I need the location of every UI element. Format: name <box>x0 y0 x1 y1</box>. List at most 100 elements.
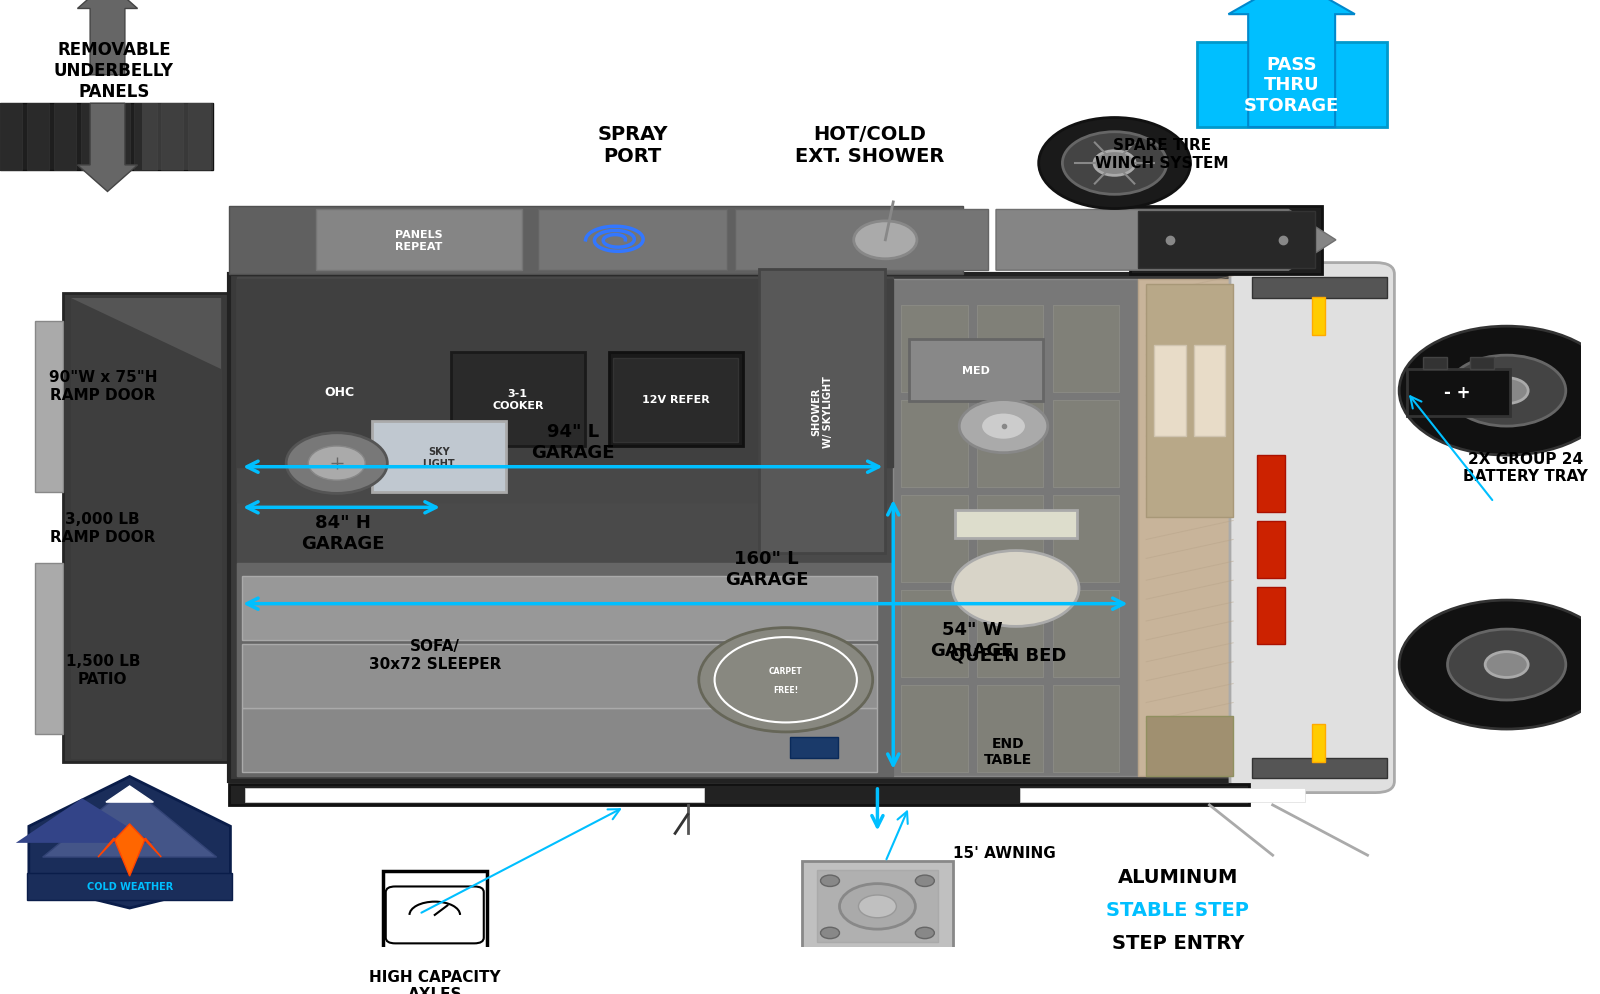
Bar <box>237 279 893 467</box>
Bar <box>1258 522 1285 579</box>
Bar <box>734 211 989 271</box>
Bar <box>70 298 221 757</box>
Bar <box>189 104 210 171</box>
Text: 12V TANK MOUNTED HEATING PADS: 12V TANK MOUNTED HEATING PADS <box>80 920 179 925</box>
Text: PASS
THRU
STORAGE: PASS THRU STORAGE <box>1243 56 1339 115</box>
Bar <box>35 564 64 735</box>
Text: OHC: OHC <box>325 386 355 399</box>
Bar <box>978 401 1043 488</box>
Bar <box>613 359 738 442</box>
Bar <box>978 685 1043 772</box>
Bar <box>245 788 704 802</box>
Circle shape <box>821 875 840 887</box>
Text: SHOWER
W/ SKYLIGHT: SHOWER W/ SKYLIGHT <box>811 376 834 447</box>
Bar <box>758 270 885 554</box>
Text: HOT/COLD
EXT. SHOWER: HOT/COLD EXT. SHOWER <box>795 124 944 165</box>
Bar <box>790 737 838 757</box>
Bar <box>978 590 1043 677</box>
Bar <box>1422 358 1446 369</box>
Text: 2X GROUP 24
BATTERY TRAY: 2X GROUP 24 BATTERY TRAY <box>1462 451 1589 483</box>
FancyBboxPatch shape <box>1230 263 1395 793</box>
Circle shape <box>952 551 1078 627</box>
Text: FREE!: FREE! <box>773 685 798 694</box>
FancyArrow shape <box>77 104 138 192</box>
Text: - +: - + <box>1445 384 1470 402</box>
Bar <box>237 564 893 776</box>
Bar <box>0 104 213 171</box>
Bar <box>893 279 1138 776</box>
Circle shape <box>699 628 872 733</box>
Bar <box>64 293 229 762</box>
Bar <box>1258 456 1285 513</box>
Bar <box>142 104 213 171</box>
Bar <box>134 104 157 171</box>
Bar <box>229 274 1250 781</box>
Bar <box>1312 297 1325 336</box>
Bar <box>901 495 968 582</box>
Text: R38 THERMAFOIL LINING: R38 THERMAFOIL LINING <box>94 930 165 935</box>
Text: 12V REFER: 12V REFER <box>642 395 710 405</box>
Text: QUEEN BED: QUEEN BED <box>950 646 1066 664</box>
Text: 94" L
GARAGE: 94" L GARAGE <box>531 422 614 461</box>
Circle shape <box>286 433 387 494</box>
Circle shape <box>821 927 840 938</box>
Bar <box>1138 279 1242 776</box>
Polygon shape <box>106 786 154 802</box>
Bar <box>317 211 522 271</box>
Bar <box>229 207 963 274</box>
Text: END
TABLE: END TABLE <box>984 736 1032 766</box>
Bar <box>608 352 742 447</box>
Bar <box>1146 716 1234 776</box>
Bar <box>901 401 968 488</box>
Circle shape <box>854 222 917 259</box>
Polygon shape <box>98 824 162 876</box>
Bar <box>955 510 1077 538</box>
Text: CARPET: CARPET <box>770 666 803 675</box>
FancyArrow shape <box>77 0 138 76</box>
Circle shape <box>1038 118 1190 210</box>
Bar <box>54 104 75 171</box>
Text: ACCESSIBLY ENCLOSED UNDERBELLY: ACCESSIBLY ENCLOSED UNDERBELLY <box>80 910 179 914</box>
Bar <box>80 104 102 171</box>
Bar <box>538 211 728 271</box>
Text: SOFA/
30x72 SLEEPER: SOFA/ 30x72 SLEEPER <box>368 638 501 671</box>
Text: 84" H
GARAGE: 84" H GARAGE <box>301 514 386 553</box>
Bar <box>1258 587 1285 645</box>
Bar <box>1197 43 1387 128</box>
Text: 15' AWNING: 15' AWNING <box>952 845 1056 860</box>
Text: STEP ENTRY: STEP ENTRY <box>1112 933 1245 952</box>
Circle shape <box>1094 151 1134 176</box>
Bar <box>1019 788 1306 802</box>
Text: MED: MED <box>962 366 990 376</box>
Circle shape <box>1485 652 1528 678</box>
Bar <box>229 784 1250 805</box>
Bar <box>382 872 486 952</box>
Bar <box>107 104 130 171</box>
Bar <box>1253 757 1387 778</box>
Bar <box>1053 401 1120 488</box>
Bar <box>371 421 506 493</box>
Bar <box>1194 346 1226 436</box>
Circle shape <box>309 446 365 481</box>
Bar <box>1053 306 1120 393</box>
Circle shape <box>1398 327 1600 455</box>
Bar <box>27 874 232 900</box>
Bar <box>242 708 877 772</box>
Text: SKY
LIGHT: SKY LIGHT <box>422 446 454 468</box>
Text: PANELS
REPEAT: PANELS REPEAT <box>395 230 443 251</box>
Polygon shape <box>29 776 230 909</box>
Bar <box>1053 495 1120 582</box>
Bar <box>1470 358 1494 369</box>
Text: 90"W x 75"H
RAMP DOOR: 90"W x 75"H RAMP DOOR <box>48 370 157 403</box>
Circle shape <box>1485 379 1528 405</box>
Bar <box>27 104 50 171</box>
Circle shape <box>1448 629 1566 701</box>
Polygon shape <box>70 298 221 370</box>
Bar <box>0 104 22 171</box>
Circle shape <box>1398 600 1600 730</box>
Text: 3,000 LB
RAMP DOOR: 3,000 LB RAMP DOOR <box>50 512 155 545</box>
Text: 54" W
GARAGE: 54" W GARAGE <box>931 620 1014 659</box>
Bar <box>1154 346 1186 436</box>
Circle shape <box>960 401 1048 453</box>
Bar <box>1053 590 1120 677</box>
